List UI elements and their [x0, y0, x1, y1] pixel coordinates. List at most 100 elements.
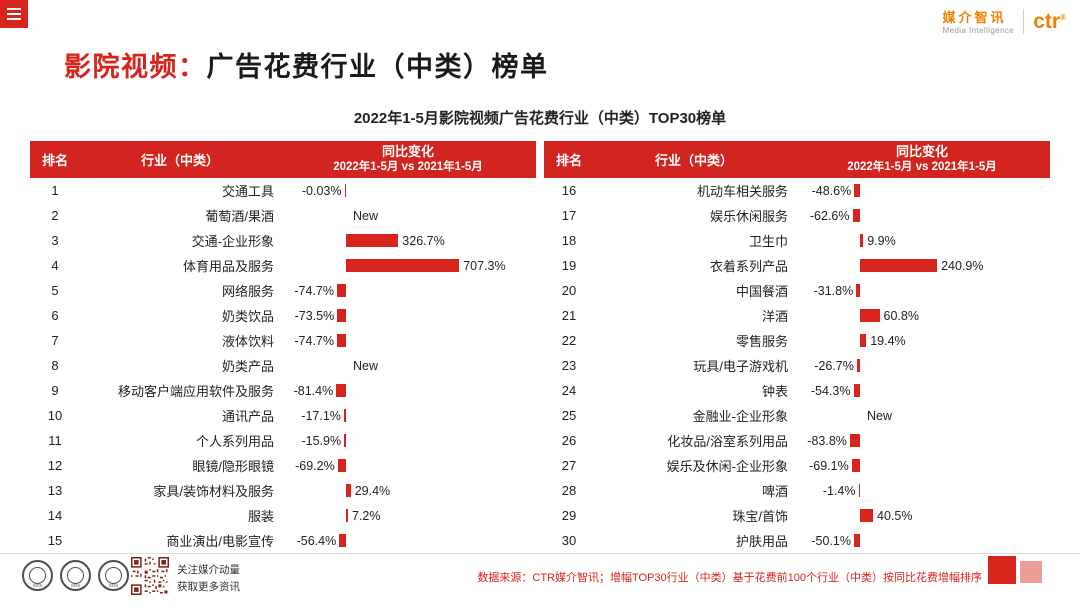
change-bar	[346, 509, 348, 522]
change-value: 240.9%	[941, 258, 984, 273]
registered-mark: ®	[1060, 12, 1066, 22]
rank-cell: 17	[561, 208, 577, 223]
change-value: -0.03%	[301, 183, 342, 198]
rank-cell: 7	[51, 333, 59, 348]
change-cell: -54.3%	[794, 378, 1050, 403]
rank-cell: 11	[48, 433, 62, 448]
industry-cell: 娱乐休闲服务	[709, 209, 788, 224]
neg-zone: -74.7%	[280, 284, 346, 298]
industry-cell: 中国餐酒	[735, 284, 788, 299]
industry-cell: 珠宝/首饰	[732, 509, 788, 524]
header-rank: 排名	[41, 153, 68, 168]
rank-cell: 14	[47, 508, 63, 523]
pos-zone: 326.7%	[346, 234, 536, 248]
certification-badge: SGS	[22, 560, 53, 591]
table-row: 27 娱乐及休闲-企业形象 -69.1%	[544, 453, 1050, 478]
neg-zone: -1.4%	[794, 484, 860, 498]
rank-cell: 10	[47, 408, 63, 423]
table-row: 15 商业演出/电影宣传 -56.4%	[30, 528, 536, 553]
change-bar	[339, 534, 346, 547]
header-change-line2: 2022年1-5月 vs 2021年1-5月	[333, 161, 483, 174]
industry-cell: 个人系列用品	[195, 434, 274, 449]
rank-cell: 25	[561, 408, 577, 423]
change-cell: New	[280, 203, 536, 228]
change-bar	[854, 184, 860, 197]
change-cell: -0.03%	[280, 178, 536, 203]
qr-code	[131, 557, 169, 595]
industry-cell: 通讯产品	[221, 409, 274, 424]
rank-cell: 19	[561, 258, 577, 273]
change-cell: -26.7%	[794, 353, 1050, 378]
data-source-note: 数据来源：CTR媒介智讯；增幅TOP30行业（中类）基于花费前100个行业（中类…	[477, 572, 982, 584]
change-value: -69.2%	[295, 458, 335, 473]
change-cell: 19.4%	[794, 328, 1050, 353]
change-cell: -69.1%	[794, 453, 1050, 478]
industry-cell: 家具/装饰材料及服务	[153, 484, 274, 499]
change-cell: New	[280, 353, 536, 378]
table-row: 7 液体饮料 -74.7%	[30, 328, 536, 353]
neg-zone: -83.8%	[794, 434, 860, 448]
change-value: -48.6%	[811, 183, 852, 198]
table-body-right: 16 机动车相关服务 -48.6% 17 娱乐休闲服务 -62.6% 18 卫生…	[544, 178, 1050, 553]
brand-name-cn: 媒介智讯	[942, 10, 1007, 25]
change-value: 7.2%	[352, 508, 381, 523]
change-value: 60.8%	[883, 308, 919, 323]
rank-cell: 12	[47, 458, 63, 473]
certification-label: SGS	[32, 583, 43, 588]
change-bar	[860, 334, 867, 347]
pos-zone: New	[346, 209, 536, 223]
table-row: 1 交通工具 -0.03%	[30, 178, 536, 203]
change-bar	[343, 409, 346, 422]
change-value: -56.4%	[296, 533, 337, 548]
menu-icon[interactable]	[0, 0, 28, 28]
table-row: 6 奶类饮品 -73.5%	[30, 303, 536, 328]
industry-cell: 奶类产品	[221, 359, 274, 374]
industry-cell: 钟表	[761, 384, 788, 399]
decor-square-red	[988, 556, 1016, 584]
neg-zone: -0.03%	[280, 184, 346, 198]
neg-zone: -50.1%	[794, 534, 860, 548]
change-cell: -81.4%	[280, 378, 536, 403]
rank-cell: 15	[47, 533, 63, 548]
change-bar	[344, 184, 346, 197]
header-rank: 排名	[555, 153, 582, 168]
table-row: 26 化妆品/浴室系列用品 -83.8%	[544, 428, 1050, 453]
industry-cell: 零售服务	[735, 334, 788, 349]
industry-cell: 交通-企业形象	[191, 234, 274, 249]
change-cell: -1.4%	[794, 478, 1050, 503]
table-header: 排名 行业（中类） 同比变化 2022年1-5月 vs 2021年1-5月	[30, 141, 536, 178]
table-row: 14 服装 7.2%	[30, 503, 536, 528]
industry-cell: 移动客户端应用软件及服务	[117, 384, 274, 399]
industry-cell: 体育用品及服务	[182, 259, 274, 274]
brand-block: 媒介智讯 Media Intelligence ctr®	[943, 7, 1066, 35]
change-value: -26.7%	[814, 358, 854, 373]
neg-zone: -48.6%	[794, 184, 860, 198]
rank-cell: 27	[561, 458, 577, 473]
change-value: -31.8%	[813, 283, 854, 298]
industry-cell: 葡萄酒/果酒	[205, 209, 274, 224]
page-title-highlight: 影院视频：	[64, 52, 207, 82]
table-row: 11 个人系列用品 -15.9%	[30, 428, 536, 453]
change-cell: 9.9%	[794, 228, 1050, 253]
rank-cell: 1	[51, 183, 59, 198]
neg-zone: -62.6%	[794, 209, 860, 223]
neg-zone: -73.5%	[280, 309, 346, 323]
header-industry: 行业（中类）	[654, 153, 733, 168]
rank-cell: 23	[561, 358, 577, 373]
change-cell: -48.6%	[794, 178, 1050, 203]
change-bar	[854, 534, 860, 547]
change-cell: -17.1%	[280, 403, 536, 428]
change-cell: -74.7%	[280, 328, 536, 353]
change-value: New	[353, 358, 379, 373]
change-value: 9.9%	[867, 233, 896, 248]
neg-zone: -54.3%	[794, 384, 860, 398]
table-row: 25 金融业-企业形象 New	[544, 403, 1050, 428]
pos-zone: 240.9%	[860, 259, 1050, 273]
industry-cell: 金融业-企业形象	[692, 409, 788, 424]
neg-zone: -56.4%	[280, 534, 346, 548]
table-row: 16 机动车相关服务 -48.6%	[544, 178, 1050, 203]
industry-cell: 化妆品/浴室系列用品	[667, 434, 788, 449]
qr-caption-line2: 获取更多资讯	[177, 580, 240, 593]
industry-cell: 护肤用品	[735, 534, 788, 549]
industry-cell: 啤酒	[761, 484, 788, 499]
